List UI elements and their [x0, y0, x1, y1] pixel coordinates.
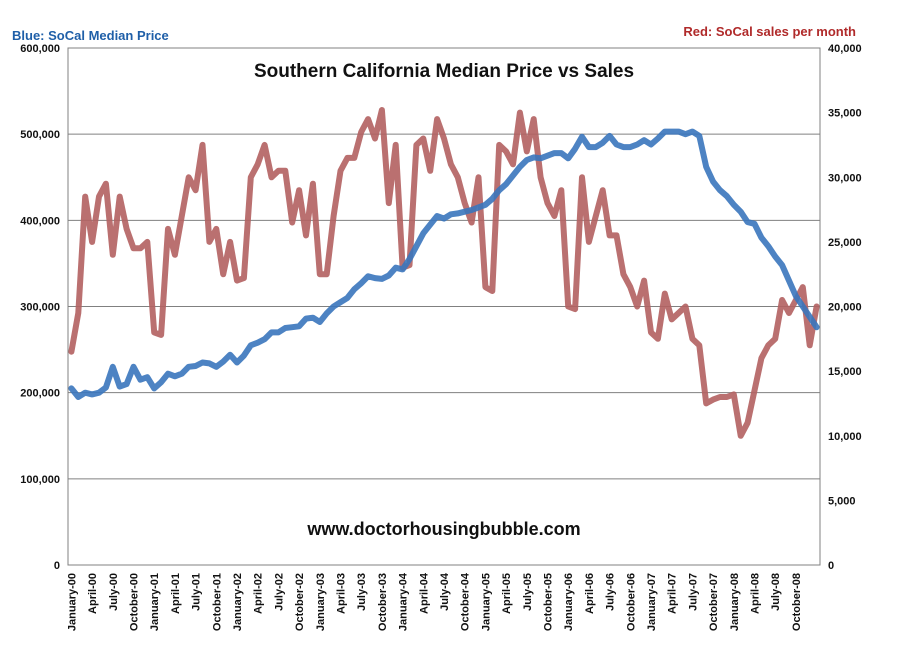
x-tick-label: January-00: [66, 573, 78, 631]
y-right-tick-label: 30,000: [828, 172, 862, 184]
x-tick-label: January-08: [729, 573, 741, 631]
y-right-tick-label: 35,000: [828, 108, 862, 120]
y-left-tick-label: 100,000: [20, 474, 60, 486]
x-tick-label: January-04: [398, 572, 410, 631]
x-tick-label: October-00: [129, 573, 141, 631]
chart-title: Southern California Median Price vs Sale…: [253, 61, 635, 82]
x-tick-label: April-00: [87, 573, 99, 614]
y-right-tick-label: 5,000: [828, 495, 856, 507]
y-left-tick-label: 300,000: [20, 302, 60, 314]
y-right-tick-label: 20,000: [828, 302, 862, 314]
sales-series-line: [68, 107, 820, 439]
x-tick-label: April-08: [749, 573, 761, 614]
left-legend: Blue: SoCal Median Price: [12, 28, 169, 43]
series-lines: [68, 107, 820, 439]
y-axis-left: 0 100,000 200,000 300,000 400,000 500,000 600,…: [20, 43, 60, 572]
x-tick-label: October-02: [294, 573, 306, 631]
x-tick-label: January-07: [646, 573, 658, 631]
y-right-tick-label: 40,000: [828, 43, 862, 55]
y-right-tick-label: 15,000: [828, 366, 862, 378]
y-axis-right: 0 5,000 10,000 15,000 20,000 25,000 30,000 35,0…: [828, 43, 862, 572]
x-tick-label: October-08: [791, 573, 803, 631]
x-tick-label: July-03: [356, 573, 368, 611]
x-tick-label: July-08: [770, 573, 782, 611]
y-left-tick-label: 500,000: [20, 129, 60, 141]
x-tick-label: April-05: [501, 573, 513, 614]
x-tick-label: July-07: [687, 573, 699, 611]
x-tick-label: October-06: [625, 573, 637, 631]
y-left-tick-label: 200,000: [20, 388, 60, 400]
x-tick-label: January-05: [480, 573, 492, 631]
x-tick-label: January-06: [563, 573, 575, 631]
x-tick-label: April-06: [584, 573, 596, 614]
y-left-tick-label: 400,000: [20, 215, 60, 227]
x-tick-label: April-01: [170, 573, 182, 614]
y-right-tick-label: 10,000: [828, 431, 862, 443]
x-tick-label: January-03: [315, 573, 327, 631]
x-tick-label: April-07: [667, 573, 679, 614]
y-left-tick-label: 600,000: [20, 43, 60, 55]
y-right-tick-label: 25,000: [828, 237, 862, 249]
right-legend: Red: SoCal sales per month: [683, 24, 856, 39]
x-tick-label: October-04: [460, 572, 472, 631]
x-tick-label: July-04: [439, 572, 451, 611]
x-tick-label: January-02: [232, 573, 244, 631]
x-tick-label: July-02: [273, 573, 285, 611]
price-series-line: [68, 128, 820, 400]
x-tick-label: July-06: [605, 573, 617, 611]
x-axis: January-00 April-00 July-00 October-00 Janua…: [66, 572, 802, 631]
x-tick-label: April-02: [253, 573, 265, 614]
y-left-tick-label: 0: [54, 560, 60, 572]
x-tick-label: April-03: [336, 573, 348, 614]
x-tick-label: July-01: [191, 573, 203, 611]
x-tick-label: October-05: [542, 573, 554, 631]
x-tick-label: April-04: [418, 572, 430, 614]
x-tick-label: January-01: [149, 573, 161, 631]
x-tick-label: October-03: [377, 573, 389, 631]
watermark-url: www.doctorhousingbubble.com: [307, 519, 581, 539]
x-tick-label: October-07: [708, 573, 720, 631]
x-tick-label: July-05: [522, 573, 534, 611]
y-right-tick-label: 0: [828, 560, 834, 572]
x-tick-label: October-01: [211, 573, 223, 631]
x-tick-label: July-00: [108, 573, 120, 611]
